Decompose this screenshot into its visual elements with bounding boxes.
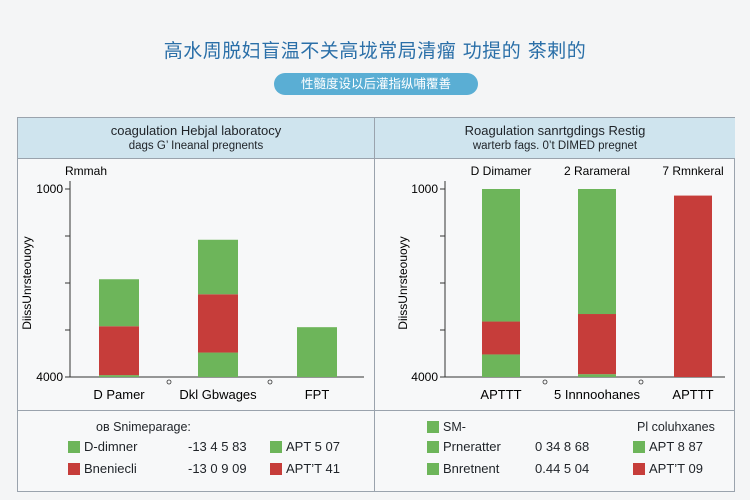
left-legend-heading: oʙ Snimeparage:	[96, 420, 191, 434]
bar-segment	[578, 374, 616, 377]
y-axis-label: DiissUnrsteouoyy	[20, 236, 34, 329]
bar-segment	[297, 327, 337, 377]
page-title: 高水周脱妇盲温不关高垅常局清瘤 功提的 茶剌的	[163, 40, 587, 62]
left-panel-header: coagulation Hebjal laboratocy dags G’ In…	[18, 118, 374, 159]
right-legend-heading-left: SM-	[443, 420, 466, 434]
right-chart-title: Roagulation sanrtgdings Restig	[464, 123, 646, 138]
legend-values: -13 4 5 83	[188, 439, 247, 454]
y-tick-label: 1000	[36, 182, 63, 196]
bar-segment	[198, 352, 238, 377]
category-label: 5 Innnoohanes	[554, 387, 641, 402]
subtitle-pill: 性髓度设以后灌指纵哺覆善	[274, 73, 478, 95]
legend-label: D-dimner	[84, 439, 138, 454]
bar-segment	[482, 321, 520, 355]
column-header: D Dimamer	[471, 164, 532, 178]
x-tick-mark	[542, 379, 548, 385]
chart-frame: coagulation Hebjal laboratocy dags G’ In…	[17, 117, 735, 492]
right-legend-row: Prneratter 0 34 8 68 APT 8 87	[375, 438, 735, 458]
legend-swatch	[270, 463, 282, 475]
right-legend-heading-right: Pl coluhxanes	[637, 420, 715, 434]
legend-swatch	[633, 441, 645, 453]
category-label: D Pamer	[93, 387, 145, 402]
bar-segment	[578, 314, 616, 375]
bar-segment	[578, 189, 616, 315]
category-label: APTTT	[672, 387, 713, 402]
right-chart-subtitle: warterb fags. 0’t DIMED pregnet	[472, 140, 638, 152]
y-axis-label: DiissUnrsteouoyy	[396, 236, 410, 329]
bar-segment	[99, 326, 139, 376]
bar-segment	[198, 294, 238, 353]
left-panel: coagulation Hebjal laboratocy dags G’ In…	[18, 118, 374, 491]
right-legend-row: Bnretnent 0.44 5 04 APT’T 09	[375, 460, 735, 480]
right-panel-header: Roagulation sanrtgdings Restig warterb f…	[375, 118, 735, 159]
legend-swatch	[68, 463, 80, 475]
legend-label: Prneratter	[443, 439, 501, 454]
left-legend-row: D-dimner -13 4 5 83 APT 5 07	[18, 438, 374, 458]
bar-segment	[482, 354, 520, 377]
legend-label: Bnretnent	[443, 461, 500, 476]
legend-values: 0 34 8 68	[535, 439, 590, 454]
legend-swatch	[427, 463, 439, 475]
x-tick-mark	[267, 379, 273, 385]
bar-segment	[482, 189, 520, 322]
x-tick-mark	[166, 379, 172, 385]
x-tick-mark	[638, 379, 644, 385]
bar-segment	[99, 375, 139, 377]
category-label: Dkl Gbwages	[179, 387, 257, 402]
legend-swatch	[427, 441, 439, 453]
legend-values: 0.44 5 04	[535, 461, 590, 476]
left-bar-chart: 1000 4000 DiissUnrsteouoyy Rmmah D Pamer Dkl …	[20, 164, 364, 402]
legend-label: Bneniecli	[84, 461, 137, 476]
bar-segment	[198, 239, 238, 295]
left-chart-title: coagulation Hebjal laboratocy	[110, 123, 282, 138]
left-legend: oʙ Snimeparage: D-dimner -13 4 5 83 APT …	[18, 410, 374, 491]
y-tick-label: 4000	[36, 370, 63, 384]
column-header: 2 Rarameral	[564, 164, 630, 178]
legend-swatch	[270, 441, 282, 453]
legend-swatch	[633, 463, 645, 475]
right-legend: SM- Pl coluhxanes Prneratter 0 34 8 68 A…	[375, 410, 735, 491]
legend-values: -13 0 9 09	[188, 461, 247, 476]
category-label: FPT	[305, 387, 330, 402]
legend-right-label: APT 5 07	[286, 439, 340, 454]
right-panel: Roagulation sanrtgdings Restig warterb f…	[374, 118, 735, 491]
bar-segment	[99, 279, 139, 327]
right-bar-chart: 1000 4000 DiissUnrsteouoyy D Dimamer 2 Raram…	[396, 164, 725, 402]
bar-segment	[674, 195, 712, 377]
left-chart-subtitle: dags G’ Ineanal pregnents	[128, 140, 264, 152]
legend-swatch	[427, 421, 439, 433]
category-label: APTTT	[480, 387, 521, 402]
y-tick-label: 1000	[411, 182, 438, 196]
left-legend-row: Bneniecli -13 0 9 09 APT’T 41	[18, 460, 374, 480]
column-header: 7 Rmnkeral	[662, 164, 723, 178]
legend-right-label: APT’T 09	[649, 461, 703, 476]
series-label: Rmmah	[65, 164, 107, 178]
y-tick-label: 4000	[411, 370, 438, 384]
legend-right-label: APT 8 87	[649, 439, 703, 454]
legend-swatch	[68, 441, 80, 453]
legend-right-label: APT’T 41	[286, 461, 340, 476]
